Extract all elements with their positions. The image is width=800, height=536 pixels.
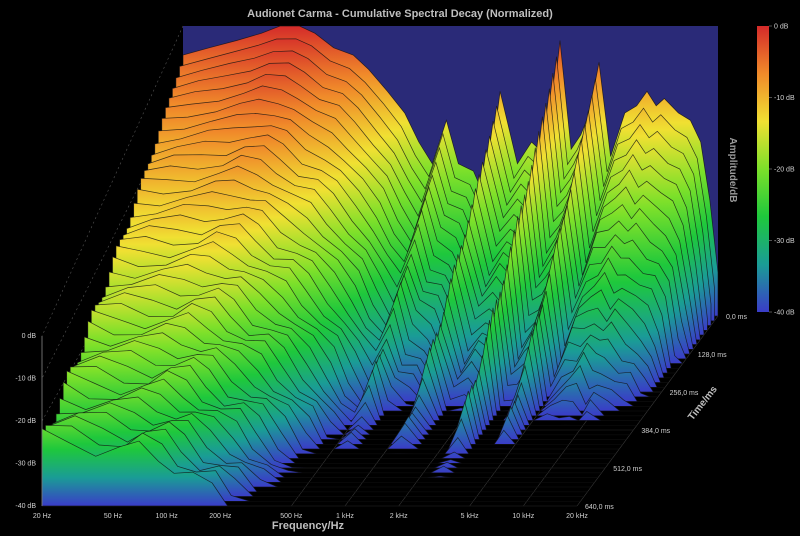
frequency-tick-label: 20 Hz	[33, 513, 52, 520]
colorbar-tick-label: -10 dB	[774, 95, 795, 102]
decay-slice	[41, 428, 577, 507]
wall-grid-line	[41, 98, 184, 379]
amplitude-tick-label: -30 dB	[15, 461, 36, 468]
frequency-tick-label: 50 Hz	[104, 513, 123, 520]
decay-slices	[41, 25, 719, 507]
time-tick-label: 512,0 ms	[613, 466, 642, 473]
colorbar-tick-label: -40 dB	[774, 310, 795, 317]
frequency-tick-label: 100 Hz	[156, 513, 179, 520]
colorbar-tick-label: -30 dB	[774, 238, 795, 245]
amplitude-tick-label: -10 dB	[15, 376, 36, 383]
time-tick-label: 128,0 ms	[698, 352, 727, 359]
wall-grid-line	[41, 25, 184, 337]
time-tick-label: 256,0 ms	[670, 390, 699, 397]
chart-title: Audionet Carma - Cumulative Spectral Dec…	[247, 8, 553, 20]
frequency-tick-label: 2 kHz	[390, 513, 408, 520]
frequency-tick-label: 200 Hz	[209, 513, 232, 520]
amplitude-tick-label: -20 dB	[15, 418, 36, 425]
frequency-tick-label: 1 kHz	[336, 513, 354, 520]
amplitude-axis-label: Amplitude/dB	[727, 138, 738, 203]
frequency-tick-label: 5 kHz	[461, 513, 479, 520]
frequency-tick-label: 10 kHz	[512, 513, 534, 520]
frequency-tick-label: 500 Hz	[280, 513, 303, 520]
axes: 0 dB -10 dB -20 dB -30 dB -40 dB 20 Hz 50 Hz 10…	[15, 24, 795, 521]
time-tick-label: 640,0 ms	[585, 504, 614, 511]
colorbar	[757, 26, 769, 312]
frequency-tick-label: 20 kHz	[566, 513, 588, 520]
colorbar-tick-label: -20 dB	[774, 167, 795, 174]
time-tick-label: 384,0 ms	[641, 428, 670, 435]
amplitude-tick-label: -40 dB	[15, 503, 36, 510]
x-axis-label: Frequency/Hz	[272, 520, 345, 532]
time-tick-label: 0,0 ms	[726, 314, 748, 321]
amplitude-tick-label: 0 dB	[22, 333, 37, 340]
colorbar-tick-label: 0 dB	[774, 24, 789, 31]
